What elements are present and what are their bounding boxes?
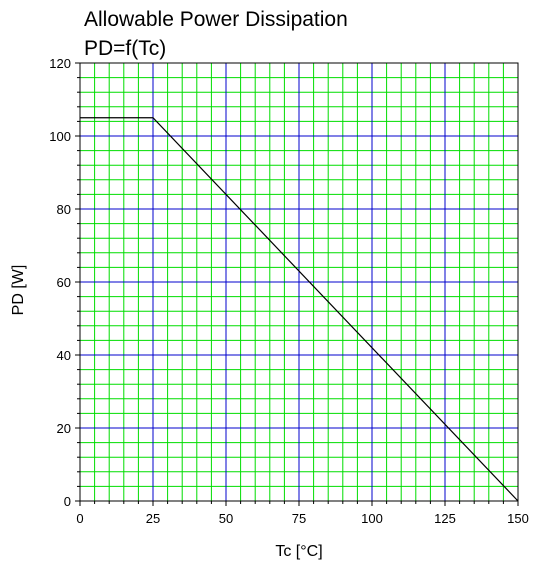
y-tick-label: 120: [49, 56, 71, 71]
series-layer: [80, 117, 519, 502]
x-tick-label: 100: [361, 511, 383, 526]
tick-marks: [75, 62, 519, 506]
y-tick-label: 0: [64, 494, 71, 509]
y-tick-label: 20: [57, 421, 71, 436]
x-tick-label: 0: [76, 511, 83, 526]
x-axis-label: Tc [°C]: [275, 543, 322, 560]
x-tick-label: 150: [507, 511, 529, 526]
x-tick-label: 25: [146, 511, 160, 526]
y-tick-label: 40: [57, 348, 71, 363]
x-tick-label: 125: [434, 511, 456, 526]
y-tick-label: 80: [57, 202, 71, 217]
y-tick-label: 60: [57, 275, 71, 290]
y-tick-label: 100: [49, 129, 71, 144]
x-tick-label: 75: [292, 511, 306, 526]
x-tick-labels: 0 25 50 75 100 125 150: [76, 511, 528, 526]
x-tick-label: 50: [219, 511, 233, 526]
chart-subtitle: PD=f(Tc): [84, 37, 166, 60]
y-axis-label: PD [W]: [10, 265, 27, 316]
chart-title: Allowable Power Dissipation: [84, 8, 348, 31]
y-tick-labels: 0 20 40 60 80 100 120: [49, 56, 71, 509]
major-grid: [80, 63, 518, 501]
series-line: [80, 117, 519, 502]
